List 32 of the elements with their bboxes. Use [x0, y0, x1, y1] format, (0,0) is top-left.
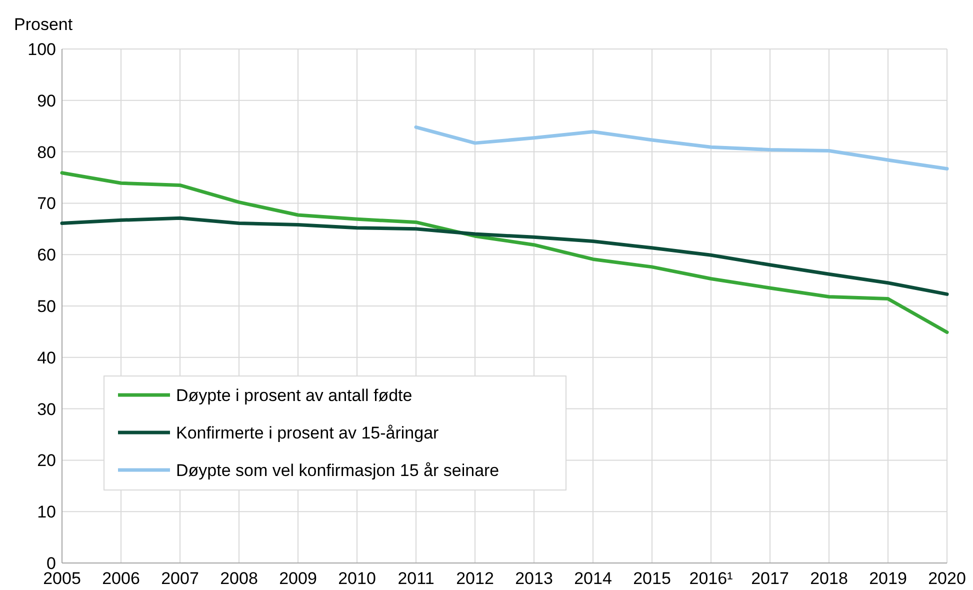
x-tick-label: 2009: [279, 569, 317, 588]
x-tick-label: 2020: [928, 569, 966, 588]
x-tick-label: 2011: [398, 569, 434, 588]
x-tick-label: 2012: [456, 569, 494, 588]
y-axis-title: Prosent: [14, 15, 73, 34]
legend-label: Døypte som vel konfirmasjon 15 år seinare: [176, 460, 500, 480]
x-tick-label: 2008: [220, 569, 258, 588]
y-tick-label: 30: [37, 400, 56, 419]
line-series: [414, 125, 949, 171]
y-tick-label: 100: [28, 40, 56, 59]
x-tick-label: 2014: [574, 569, 612, 588]
x-tick-label: 2017: [751, 569, 789, 588]
x-tick-label: 2019: [869, 569, 907, 588]
line-series: [60, 171, 949, 334]
x-tick-label: 2013: [515, 569, 553, 588]
y-tick-label: 10: [37, 502, 56, 522]
y-tick-label: 80: [37, 142, 56, 162]
x-tick-label: 2007: [161, 569, 199, 588]
y-tick-label: 70: [37, 194, 56, 214]
y-tick-label: 60: [37, 246, 56, 265]
y-tick-label: 50: [37, 296, 56, 316]
line-series: [60, 216, 949, 296]
legend-label: Konfirmerte i prosent av 15-åringar: [176, 423, 440, 442]
y-tick-label: 20: [37, 451, 56, 470]
legend-label: Døypte i prosent av antall fødte: [176, 386, 412, 405]
x-tick-label: 2006: [102, 569, 140, 588]
x-tick-label: 2010: [338, 569, 376, 588]
y-tick-label: 40: [37, 348, 56, 368]
y-tick-label: 90: [37, 91, 56, 110]
x-tick-label: 2018: [810, 569, 848, 588]
x-tick-label: 2015: [633, 569, 671, 588]
x-tick-label: 2016¹: [689, 569, 734, 588]
